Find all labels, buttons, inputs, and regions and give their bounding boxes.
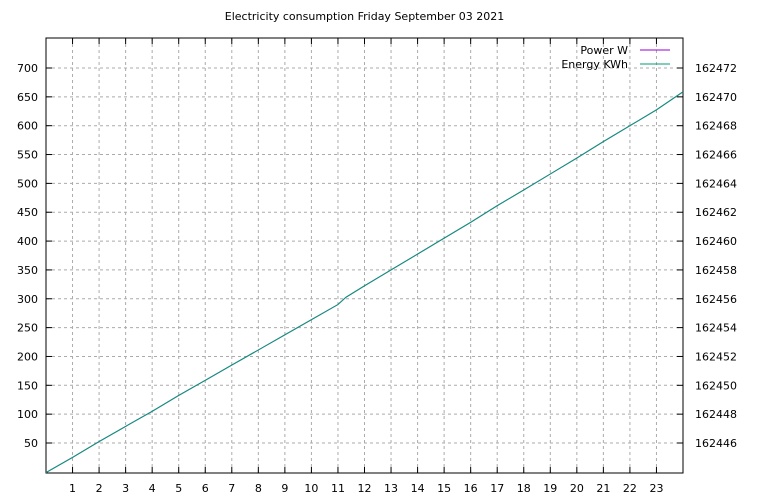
left-axis-tick-label: 450	[17, 206, 38, 219]
left-axis-tick-label: 650	[17, 91, 38, 104]
right-axis-tick-label: 162468	[695, 120, 737, 133]
x-tick-label: 3	[122, 482, 129, 495]
right-axis-tick-label: 162464	[695, 177, 737, 190]
right-axis-tick-label: 162472	[695, 62, 737, 75]
x-tick-label: 21	[596, 482, 610, 495]
chart-title: Electricity consumption Friday September…	[224, 10, 505, 23]
left-axis-tick-label: 200	[17, 350, 38, 363]
x-tick-label: 19	[543, 482, 557, 495]
right-axis-tick-label: 162446	[695, 437, 737, 450]
x-tick-label: 20	[570, 482, 584, 495]
right-axis-tick-label: 162466	[695, 149, 737, 162]
x-tick-label: 5	[175, 482, 182, 495]
right-axis-tick-label: 162454	[695, 322, 737, 335]
x-tick-label: 10	[304, 482, 318, 495]
x-tick-label: 4	[149, 482, 156, 495]
x-tick-label: 13	[384, 482, 398, 495]
right-axis-tick-label: 162450	[695, 379, 737, 392]
x-tick-label: 6	[202, 482, 209, 495]
x-tick-label: 22	[623, 482, 637, 495]
right-axis-tick-label: 162470	[695, 91, 737, 104]
x-tick-label: 9	[281, 482, 288, 495]
left-axis-tick-label: 150	[17, 379, 38, 392]
x-tick-label: 12	[358, 482, 372, 495]
energy-series-line	[45, 91, 684, 474]
left-axis-tick-label: 300	[17, 293, 38, 306]
right-axis-tick-label: 162456	[695, 293, 737, 306]
x-tick-label: 1	[69, 482, 76, 495]
left-axis-tick-label: 250	[17, 322, 38, 335]
x-tick-label: 17	[490, 482, 504, 495]
x-tick-label: 14	[411, 482, 425, 495]
x-tick-label: 2	[96, 482, 103, 495]
left-axis-tick-label: 400	[17, 235, 38, 248]
x-tick-label: 11	[331, 482, 345, 495]
left-axis-tick-label: 350	[17, 264, 38, 277]
right-axis-tick-label: 162460	[695, 235, 737, 248]
legend-label-energy-kwh: Energy KWh	[561, 58, 628, 71]
right-axis-tick-label: 162462	[695, 206, 737, 219]
x-tick-label: 8	[255, 482, 262, 495]
right-axis-tick-label: 162448	[695, 408, 737, 421]
left-axis-tick-label: 100	[17, 408, 38, 421]
x-tick-label: 7	[228, 482, 235, 495]
x-tick-label: 18	[517, 482, 531, 495]
left-axis-tick-label: 600	[17, 120, 38, 133]
left-axis-tick-label: 500	[17, 177, 38, 190]
right-axis-tick-label: 162458	[695, 264, 737, 277]
legend-label-power-w: Power W	[580, 44, 628, 57]
x-tick-label: 23	[649, 482, 663, 495]
left-axis-tick-label: 550	[17, 149, 38, 162]
left-axis-tick-label: 700	[17, 62, 38, 75]
left-axis-tick-label: 50	[24, 437, 38, 450]
x-tick-label: 16	[464, 482, 478, 495]
right-axis-tick-label: 162452	[695, 350, 737, 363]
x-tick-label: 15	[437, 482, 451, 495]
